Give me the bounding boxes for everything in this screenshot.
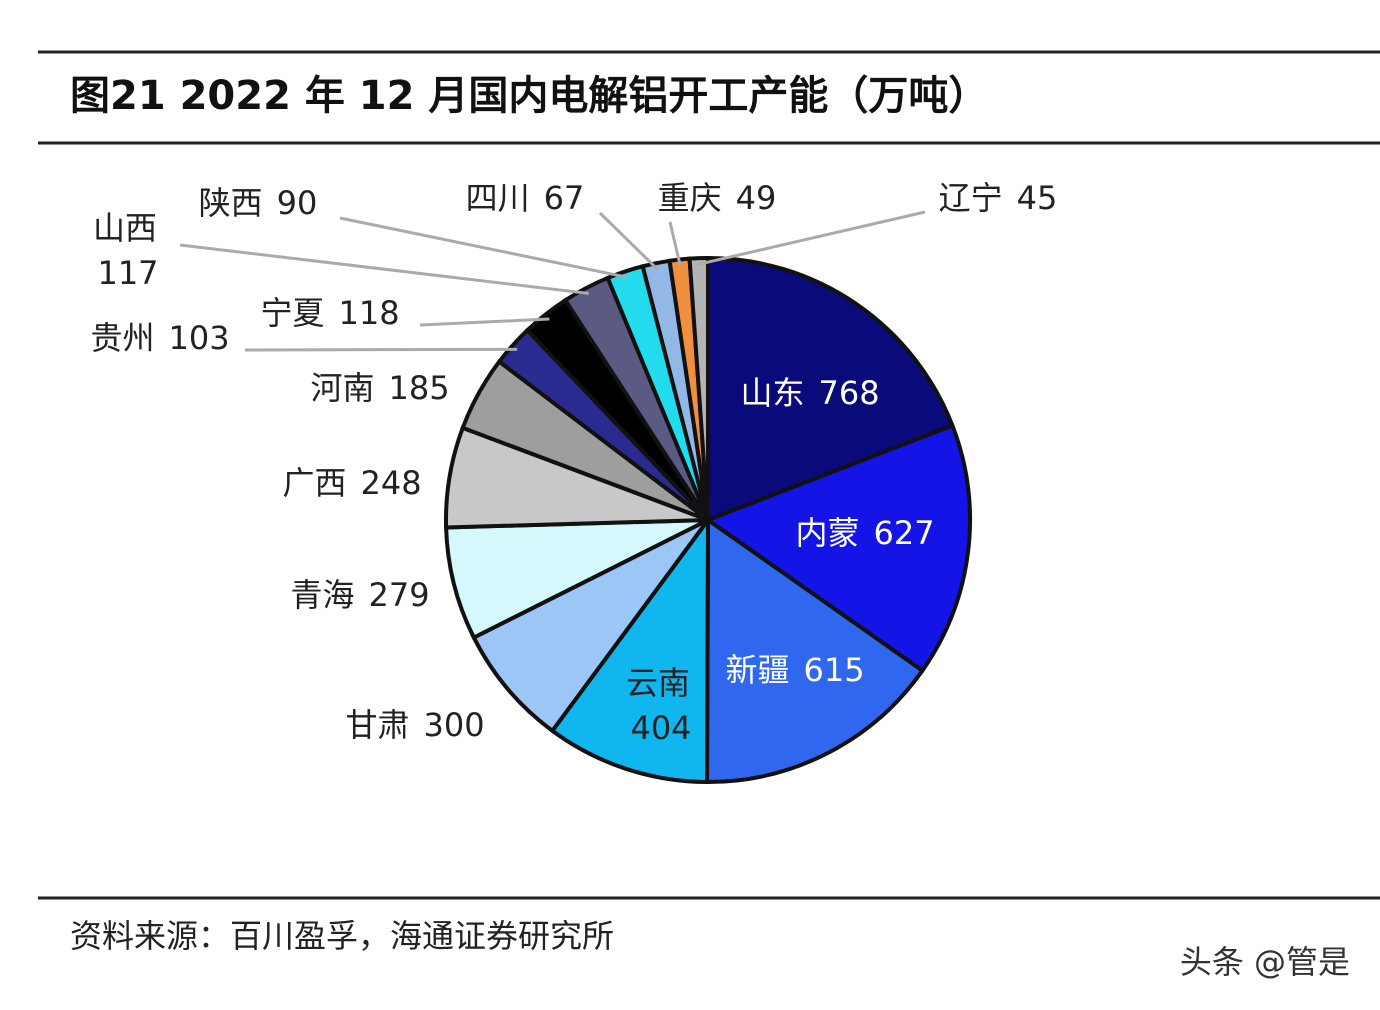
leader-line: [668, 221, 682, 266]
data-label: 627: [873, 514, 934, 552]
data-label: 103: [168, 319, 229, 357]
slice-label: 河南 185: [310, 369, 449, 407]
pie-slice: [549, 513, 711, 785]
leader-line: [598, 211, 659, 271]
category-label: 甘肃: [345, 706, 409, 744]
category-label: 山东: [740, 374, 804, 412]
data-label: 117: [97, 254, 158, 292]
slice-label: 辽宁 45: [939, 179, 1058, 217]
labels: 山东 768 内蒙 627 新疆 615 云南 404 甘肃 300 青海 279 广西 248 河南 185…: [90, 179, 1057, 747]
pie-slice: [444, 518, 709, 641]
category-label: 内蒙: [795, 514, 859, 552]
pie-slice: [703, 422, 972, 674]
slice-label: 贵州 103: [90, 319, 229, 357]
category-label: 青海: [290, 576, 354, 614]
category-label: 宁夏: [260, 294, 324, 332]
chart-title: 图21 2022 年 12 月国内电解铝开工产能（万吨）: [70, 73, 988, 119]
source: 资料来源：百川盈孚，海通证券研究所: [70, 917, 614, 955]
slice-label: 甘肃 300: [345, 706, 484, 744]
category-label: 山西: [93, 209, 157, 247]
pie-slice: [706, 255, 955, 523]
pie-slice: [704, 516, 926, 784]
leader-line: [419, 317, 550, 327]
category-label: 辽宁: [939, 179, 1003, 217]
leader-line: [244, 347, 518, 352]
slice-label: 重庆 49: [658, 179, 777, 217]
slice-label: 宁夏 118: [260, 294, 399, 332]
data-label: 768: [818, 374, 879, 412]
watermark: 头条 @管是: [1180, 943, 1350, 981]
pie-slice: [687, 255, 710, 521]
slice-label: 山东 768: [740, 374, 879, 412]
category-label: 陕西: [199, 184, 263, 222]
data-label: 300: [423, 706, 484, 744]
pie-slice: [471, 518, 710, 734]
category-label: 广西: [282, 464, 346, 502]
slice-label: 青海 279: [290, 576, 429, 614]
data-label: 185: [388, 369, 449, 407]
data-label: 90: [277, 184, 318, 222]
data-label: 67: [544, 179, 585, 217]
data-label: 404: [630, 709, 691, 747]
data-label: 118: [338, 294, 399, 332]
category-label: 重庆: [658, 179, 722, 217]
category-label: 四川: [466, 179, 530, 217]
category-label: 河南: [310, 369, 374, 407]
data-label: 615: [803, 651, 864, 689]
category-label: 贵州: [90, 319, 154, 357]
data-label: 45: [1017, 179, 1058, 217]
slice-label: 内蒙 627: [795, 514, 934, 552]
data-label: 279: [368, 576, 429, 614]
data-label: 49: [736, 179, 777, 217]
leader-line: [698, 210, 926, 266]
slice-label: 四川 67: [466, 179, 585, 217]
data-label: 248: [360, 464, 421, 502]
slice-label: 陕西 90: [199, 184, 318, 222]
leader-line: [179, 243, 589, 295]
pie: [444, 255, 972, 785]
category-label: 云南: [626, 664, 690, 702]
slice-label: 新疆 615: [725, 651, 864, 689]
category-label: 新疆: [725, 651, 789, 689]
leader-line: [339, 216, 628, 279]
slice-label: 广西 248: [282, 464, 421, 502]
